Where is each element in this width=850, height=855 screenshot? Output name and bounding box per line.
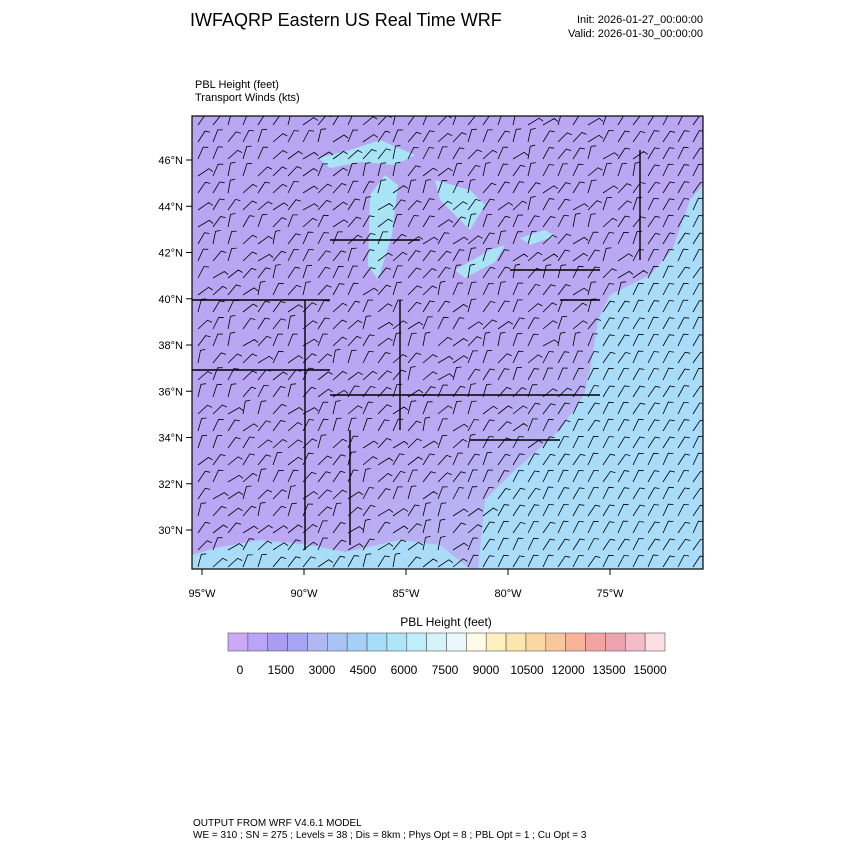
- lat-label: 32°N: [158, 479, 183, 491]
- lat-label: 36°N: [158, 386, 183, 398]
- colorbar-box: [426, 632, 447, 652]
- lat-label: 30°N: [158, 525, 183, 537]
- colorbar-label: 9000: [473, 663, 500, 677]
- subtitle: Transport Winds (kts): [195, 92, 300, 104]
- colorbar-box: [267, 632, 288, 652]
- colorbar-box: [406, 632, 427, 652]
- subtitle: PBL Height (feet): [195, 79, 279, 91]
- colorbar-box: [327, 632, 348, 652]
- colorbar-box: [525, 632, 547, 652]
- colorbar-box: [485, 632, 507, 652]
- lat-label: 42°N: [158, 248, 183, 260]
- colorbar-box: [346, 632, 368, 652]
- map-axes: 46°N 44°N 42°N 40°N 38°N 36°N 34°N 32°N 30°N 95°W…: [158, 155, 624, 600]
- lake-erie: [455, 245, 505, 278]
- state-borders: [192, 150, 641, 550]
- lat-label: 46°N: [158, 155, 183, 167]
- colorbar-box: [545, 632, 566, 652]
- colorbar-label: 12000: [551, 663, 585, 677]
- colorbar-box: [466, 632, 487, 652]
- colorbar-title: PBL Height (feet): [400, 615, 492, 629]
- init-time: Init: 2026-01-27_00:00:00: [577, 14, 703, 26]
- valid-time: Valid: 2026-01-30_00:00:00: [568, 28, 703, 40]
- colorbar-box: [585, 632, 606, 652]
- lat-label: 44°N: [158, 201, 183, 213]
- footer: OUTPUT FROM WRF V4.6.1 MODEL: [193, 818, 362, 829]
- lake-michigan: [368, 175, 398, 280]
- ocean: [478, 185, 703, 569]
- lon-label: 75°W: [596, 588, 624, 600]
- colorbar-box: [605, 632, 626, 652]
- colorbar-label: 1500: [268, 663, 295, 677]
- colorbar-label: 13500: [592, 663, 626, 677]
- colorbar-box: [624, 632, 646, 652]
- lon-label: 85°W: [392, 588, 420, 600]
- lon-label: 80°W: [494, 588, 522, 600]
- colorbar: 0 1500 3000 4500 6000 7500 9000 10500 12000 13500…: [227, 632, 667, 677]
- colorbar-box: [644, 632, 666, 652]
- title: IWFAQRP Eastern US Real Time WRF: [190, 10, 502, 30]
- colorbar-label: 6000: [391, 663, 418, 677]
- lake-huron: [435, 180, 485, 230]
- lon-label: 90°W: [290, 588, 318, 600]
- lat-label: 34°N: [158, 433, 183, 445]
- map-frame: [191, 115, 704, 570]
- footer: WE = 310 ; SN = 275 ; Levels = 38 ; Dis …: [193, 830, 587, 841]
- lat-label: 38°N: [158, 340, 183, 352]
- colorbar-box: [386, 632, 408, 652]
- lon-label: 95°W: [188, 588, 216, 600]
- colorbar-box: [247, 632, 269, 652]
- wind-barbs: [197, 116, 703, 568]
- lat-label: 40°N: [158, 294, 183, 306]
- lake-superior: [318, 140, 415, 168]
- colorbar-box: [565, 632, 586, 652]
- colorbar-box: [307, 632, 328, 652]
- map: [192, 116, 703, 569]
- colorbar-box: [287, 632, 308, 652]
- colorbar-label: 15000: [633, 663, 667, 677]
- colorbar-label: 10500: [510, 663, 544, 677]
- colorbar-box: [366, 632, 388, 652]
- colorbar-box: [446, 632, 467, 652]
- colorbar-label: 7500: [432, 663, 459, 677]
- colorbar-box: [505, 632, 527, 652]
- colorbar-label: 3000: [309, 663, 336, 677]
- colorbar-box: [227, 632, 249, 652]
- colorbar-label: 0: [237, 663, 244, 677]
- colorbar-label: 4500: [350, 663, 377, 677]
